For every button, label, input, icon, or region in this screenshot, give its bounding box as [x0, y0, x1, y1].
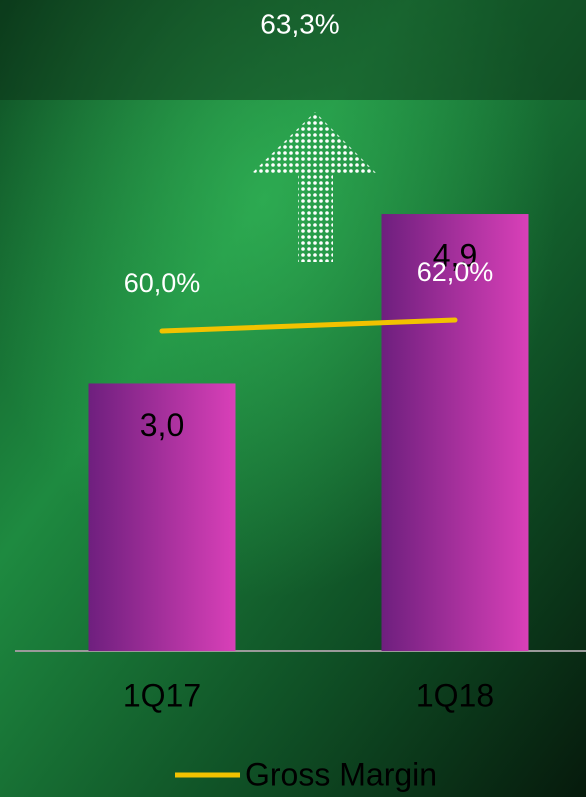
line-value-label: 62,0%	[417, 257, 494, 287]
bar	[88, 383, 236, 651]
up-arrow	[250, 112, 378, 262]
line	[159, 317, 458, 334]
bar	[381, 214, 529, 651]
legend-label: Gross Margin	[245, 756, 437, 792]
bar-value-label: 3,0	[140, 407, 184, 443]
annotation: 63,3%	[260, 8, 339, 39]
background-shade	[0, 0, 586, 100]
x-tick-label: 1Q18	[416, 677, 494, 713]
x-tick-label: 1Q17	[123, 677, 201, 713]
bar-value-label: 4,9	[433, 237, 477, 273]
line-value-label: 60,0%	[124, 268, 201, 298]
